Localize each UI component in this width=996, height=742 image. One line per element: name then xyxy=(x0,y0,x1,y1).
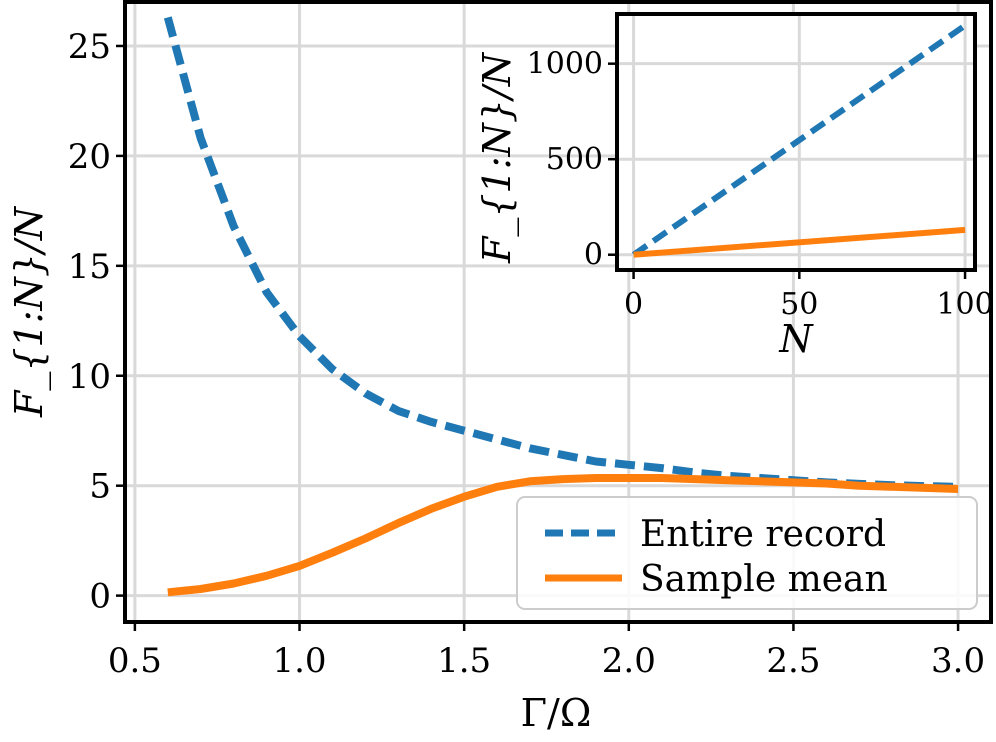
main-y-tick-label: 25 xyxy=(68,27,111,67)
main-ticks: 0.5 1.0 1.5 2.0 2.5 3.0 0 5 10 15 20 25 xyxy=(68,27,985,681)
legend-label-sample-mean: Sample mean xyxy=(640,559,888,600)
inset-y-tick-label: 1000 xyxy=(527,47,603,82)
main-y-tick-label: 0 xyxy=(89,577,111,617)
inset-y-axis-label: F_{1:N}/N xyxy=(475,51,520,264)
main-y-tick-label: 15 xyxy=(68,247,111,287)
legend: Entire record Sample mean xyxy=(516,496,978,610)
inset-y-tick-label: 0 xyxy=(584,238,603,273)
main-x-tick-label: 2.5 xyxy=(766,641,820,681)
inset-x-tick-label: 50 xyxy=(780,287,818,322)
inset-x-tick-label: 0 xyxy=(624,287,643,322)
main-y-tick-label: 5 xyxy=(89,467,111,507)
main-plot-frame xyxy=(123,0,993,624)
legend-label-entire-record: Entire record xyxy=(640,514,886,555)
inset-y-tick-label: 500 xyxy=(546,142,603,177)
inset-grid xyxy=(617,14,975,270)
main-x-tick-label: 0.5 xyxy=(108,641,162,681)
inset-x-tick-label: 100 xyxy=(936,287,993,322)
inset-series-sample-mean xyxy=(633,226,966,258)
main-y-axis-label: F_{1:N}/N xyxy=(7,205,52,418)
main-x-tick-label: 2.0 xyxy=(602,641,656,681)
inset-plot-frame xyxy=(615,12,977,272)
main-y-tick-label: 20 xyxy=(68,137,111,177)
inset-x-axis-label: N xyxy=(778,317,814,361)
main-x-tick-label: 1.5 xyxy=(437,641,491,681)
inset-series-layer xyxy=(631,23,967,258)
main-series-sample-mean xyxy=(167,474,959,597)
main-series-layer xyxy=(163,16,959,597)
inset-series-entire-record xyxy=(631,23,967,258)
main-x-tick-label: 3.0 xyxy=(931,641,985,681)
main-x-tick-label: 1.0 xyxy=(272,641,326,681)
legend-box xyxy=(516,496,978,610)
main-x-axis-label: Γ/Ω xyxy=(521,691,592,735)
main-y-tick-label: 10 xyxy=(68,357,111,397)
